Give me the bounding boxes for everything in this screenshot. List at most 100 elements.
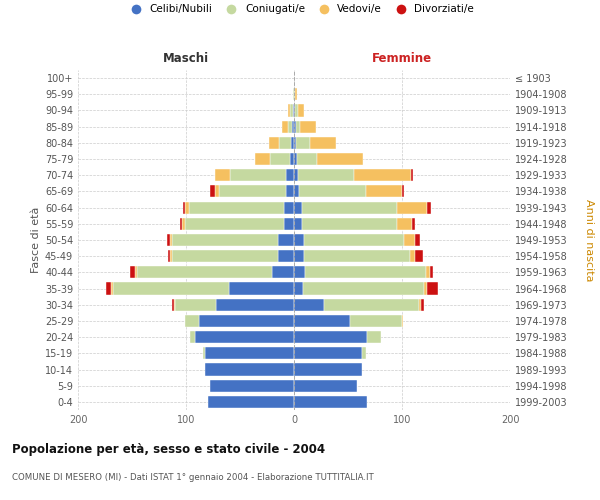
Bar [279,137,291,149]
Bar [210,186,215,198]
Bar [294,88,295,101]
Bar [294,380,356,392]
Bar [415,250,422,262]
Bar [397,218,412,230]
Bar [175,298,216,311]
Bar [410,169,413,181]
Bar [317,153,363,165]
Bar [294,137,296,149]
Bar [301,120,316,132]
Bar [113,282,229,294]
Bar [286,186,294,198]
Bar [305,266,426,278]
Bar [304,250,410,262]
Bar [302,218,397,230]
Bar [185,202,189,213]
Bar [216,298,294,311]
Bar [287,120,292,132]
Bar [415,234,421,246]
Bar [294,348,362,360]
Bar [215,169,230,181]
Bar [302,202,397,213]
Bar [402,315,403,327]
Bar [167,250,170,262]
Bar [294,282,302,294]
Bar [310,137,336,149]
Bar [294,104,295,117]
Bar [290,104,293,117]
Bar [397,202,427,213]
Bar [291,137,294,149]
Bar [170,234,172,246]
Bar [294,315,350,327]
Bar [278,250,294,262]
Bar [421,298,424,311]
Bar [404,234,415,246]
Bar [112,282,113,294]
Text: Maschi: Maschi [163,52,209,65]
Bar [172,250,278,262]
Bar [282,120,287,132]
Bar [427,202,431,213]
Bar [294,186,299,198]
Bar [167,234,170,246]
Bar [190,331,194,343]
Bar [412,218,415,230]
Bar [294,364,362,376]
Bar [292,120,294,132]
Bar [205,364,294,376]
Bar [185,315,199,327]
Bar [304,234,404,246]
Bar [230,169,286,181]
Bar [284,202,294,213]
Bar [269,137,279,149]
Bar [293,88,294,101]
Bar [205,348,294,360]
Bar [294,153,297,165]
Bar [278,234,294,246]
Bar [294,331,367,343]
Bar [430,266,433,278]
Bar [367,331,382,343]
Bar [295,104,298,117]
Bar [293,104,294,117]
Bar [290,153,294,165]
Bar [182,218,185,230]
Bar [179,218,182,230]
Bar [426,266,430,278]
Bar [296,120,301,132]
Bar [130,266,135,278]
Bar [272,266,294,278]
Text: COMUNE DI MESERO (MI) - Dati ISTAT 1° gennaio 2004 - Elaborazione TUTTITALIA.IT: COMUNE DI MESERO (MI) - Dati ISTAT 1° ge… [12,472,374,482]
Bar [135,266,137,278]
Bar [296,137,310,149]
Bar [294,120,296,132]
Bar [294,202,302,213]
Bar [284,218,294,230]
Bar [294,234,304,246]
Bar [355,169,410,181]
Bar [183,202,185,213]
Bar [298,104,304,117]
Bar [172,234,278,246]
Bar [297,153,317,165]
Bar [287,104,290,117]
Bar [294,250,304,262]
Bar [295,88,297,101]
Bar [170,250,172,262]
Bar [210,380,294,392]
Bar [424,282,427,294]
Bar [294,218,302,230]
Bar [294,169,298,181]
Bar [270,153,290,165]
Bar [367,186,402,198]
Bar [229,282,294,294]
Y-axis label: Anni di nascita: Anni di nascita [584,198,594,281]
Bar [298,169,355,181]
Bar [215,186,220,198]
Bar [302,282,424,294]
Bar [199,315,294,327]
Bar [294,266,305,278]
Bar [419,298,421,311]
Bar [106,282,112,294]
